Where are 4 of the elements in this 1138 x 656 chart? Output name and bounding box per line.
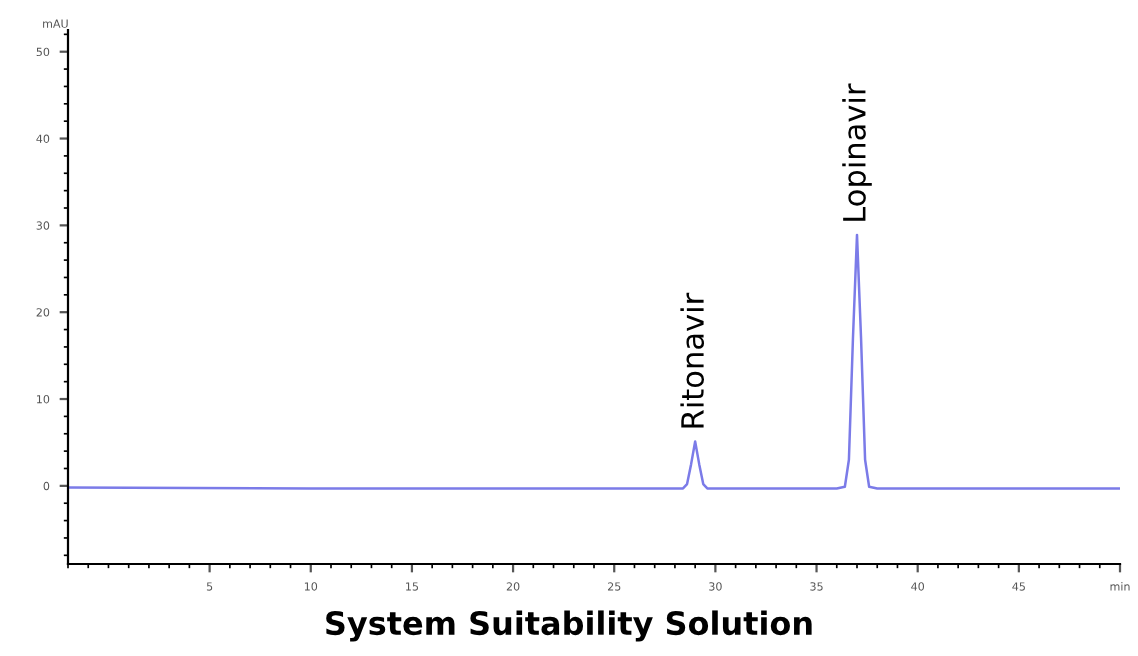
annotation: Lopinavir <box>842 83 872 221</box>
text: System Suitability Solution <box>326 610 812 642</box>
line-series <box>68 233 1120 490</box>
annotation: Ritonavir <box>680 292 705 428</box>
